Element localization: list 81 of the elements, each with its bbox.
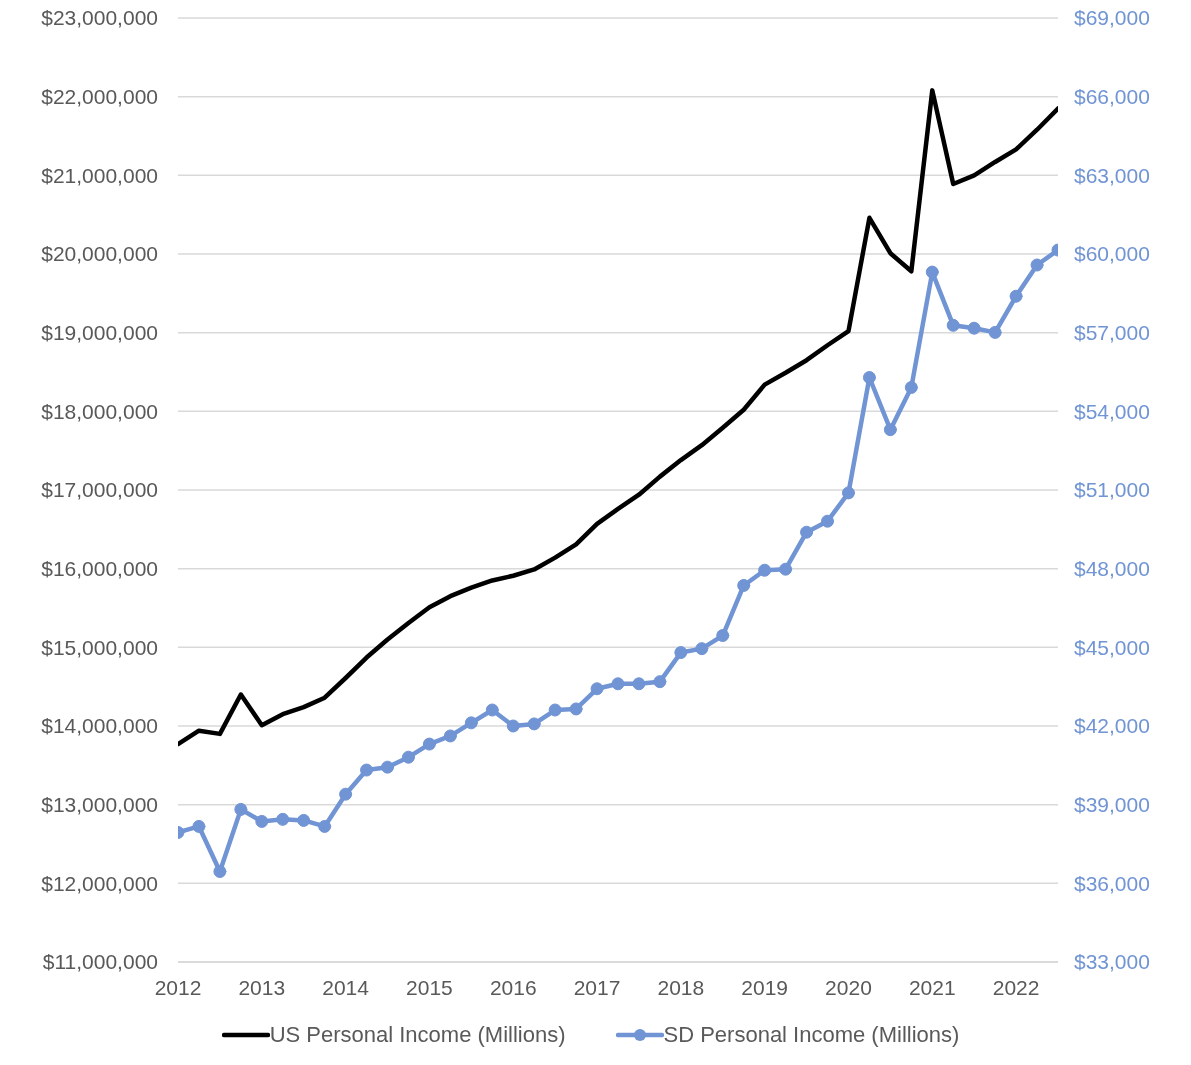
point	[716, 629, 730, 643]
point	[946, 318, 960, 332]
y2-tick-label: $66,000	[1074, 85, 1150, 109]
point	[381, 760, 395, 774]
point	[339, 787, 353, 801]
x-tick-label: 2021	[908, 975, 956, 999]
y-tick-label: $19,000,000	[41, 321, 158, 345]
x-tick-label: 2016	[489, 975, 537, 999]
y2-tick-label: $33,000	[1074, 950, 1150, 974]
point	[1030, 258, 1044, 272]
x-tick-label: 2017	[573, 975, 621, 999]
y-tick-label: $18,000,000	[41, 399, 158, 423]
y-tick-label: $13,000,000	[41, 793, 158, 817]
y-tick-label: $22,000,000	[41, 85, 158, 109]
x-tick-label: 2015	[406, 975, 453, 999]
point	[800, 525, 814, 539]
point	[548, 703, 562, 717]
y-tick-label: $15,000,000	[41, 635, 158, 659]
y-tick-label: $23,000,000	[41, 6, 158, 30]
legend-label: US Personal Income (Millions)	[269, 1022, 566, 1048]
point	[590, 682, 604, 696]
point	[883, 423, 897, 437]
point	[192, 819, 206, 833]
point	[611, 677, 625, 691]
y2-tick-label: $42,000	[1074, 714, 1150, 738]
point	[862, 371, 876, 385]
x-tick-label: 2013	[238, 975, 286, 999]
point	[464, 716, 478, 730]
y-tick-label: $12,000,000	[41, 871, 158, 895]
point	[674, 646, 688, 660]
x-tick-label: 2022	[992, 975, 1040, 999]
y2-tick-label: $39,000	[1074, 793, 1150, 817]
point	[821, 514, 835, 528]
point	[779, 562, 793, 576]
point	[632, 677, 646, 691]
point	[506, 719, 520, 733]
point	[276, 812, 290, 826]
line-series	[178, 88, 1058, 747]
y-tick-label: $17,000,000	[41, 478, 158, 502]
x-tick-label: 2020	[825, 975, 872, 999]
point	[758, 563, 772, 577]
point	[422, 737, 436, 751]
point	[841, 486, 855, 500]
point	[485, 703, 499, 717]
point	[737, 578, 751, 592]
point	[695, 642, 709, 656]
point	[360, 763, 374, 777]
y2-tick-label: $45,000	[1074, 635, 1150, 659]
x-tick-label: 2019	[741, 975, 789, 999]
y-tick-label: $16,000,000	[41, 557, 158, 581]
point	[988, 325, 1002, 339]
point	[297, 813, 311, 827]
point	[967, 321, 981, 335]
y2-tick-label: $57,000	[1074, 321, 1150, 345]
point	[234, 802, 248, 816]
point	[443, 729, 457, 743]
point	[904, 380, 918, 394]
point	[925, 265, 939, 279]
point	[569, 702, 583, 716]
y2-tick-label: $63,000	[1074, 163, 1150, 187]
y-tick-label: $21,000,000	[41, 163, 158, 187]
y2-tick-label: $54,000	[1074, 399, 1150, 423]
point	[653, 675, 667, 689]
y-tick-label: $14,000,000	[41, 714, 158, 738]
x-tick-label: 2012	[154, 975, 202, 999]
x-tick-label: 2018	[657, 975, 705, 999]
y-tick-label: $11,000,000	[42, 950, 158, 974]
y2-tick-label: $48,000	[1074, 557, 1150, 581]
y2-tick-label: $69,000	[1074, 6, 1150, 30]
point	[213, 865, 227, 879]
x-tick-label: 2014	[322, 975, 370, 999]
point	[527, 717, 541, 731]
point	[318, 819, 332, 833]
y2-tick-label: $36,000	[1074, 871, 1150, 895]
point	[1009, 289, 1023, 303]
y2-tick-label: $60,000	[1074, 242, 1150, 266]
y-tick-label: $20,000,000	[41, 242, 158, 266]
point	[401, 750, 415, 764]
legend-label: SD Personal Income (Millions)	[663, 1022, 960, 1048]
point	[255, 814, 269, 828]
y2-tick-label: $51,000	[1074, 478, 1150, 502]
